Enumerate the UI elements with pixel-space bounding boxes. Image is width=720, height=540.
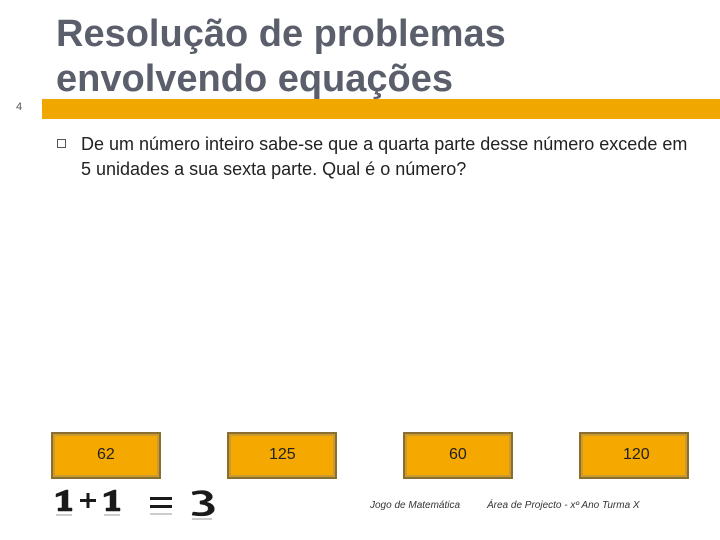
answer-button-3[interactable]: 60 <box>403 432 513 479</box>
answer-button-4[interactable]: 120 <box>579 432 689 479</box>
footer-game-title: Jogo de Matemática <box>370 500 461 511</box>
answer-button-2[interactable]: 125 <box>227 432 337 479</box>
footer-project-info: Área de Projecto - xº Ano Turma X <box>487 500 640 511</box>
slide-number-area <box>0 99 42 119</box>
left-margin-band <box>0 0 42 540</box>
title-underline-bar <box>0 99 720 119</box>
math-equation-logo <box>52 486 242 522</box>
bullet-square-icon <box>57 139 66 148</box>
answer-button-1[interactable]: 62 <box>51 432 161 479</box>
slide-number: 4 <box>15 101 23 113</box>
question-text: De um número inteiro sabe-se que a quart… <box>81 134 688 179</box>
answer-label: 60 <box>449 446 467 463</box>
answer-label: 62 <box>97 446 115 463</box>
slide-title: Resolução de problemas envolvendo equaçõ… <box>56 13 506 100</box>
answer-label: 120 <box>623 446 650 463</box>
answer-label: 125 <box>269 446 296 463</box>
